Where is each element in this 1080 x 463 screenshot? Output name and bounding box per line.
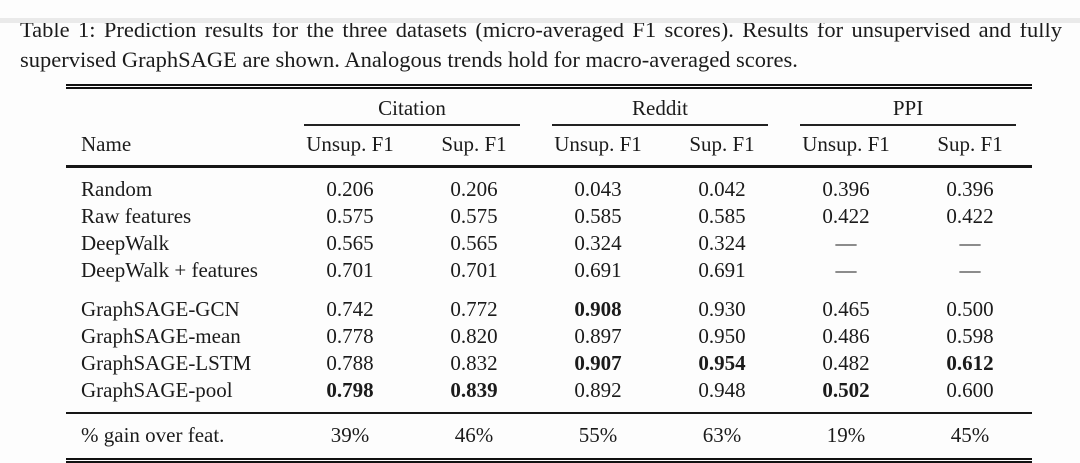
cell: — xyxy=(835,230,857,255)
page-edge-strip xyxy=(0,18,1080,23)
table-row: GraphSAGE-LSTM 0.788 0.832 0.907 0.954 0… xyxy=(66,350,1032,377)
cell: 0.930 xyxy=(698,296,746,321)
cell: 0.206 xyxy=(450,176,498,201)
row-name: GraphSAGE-pool xyxy=(81,377,233,402)
cell: 0.908 xyxy=(574,296,622,321)
row-name: Random xyxy=(81,176,153,201)
cell: 0.820 xyxy=(450,323,498,348)
cell: 0.482 xyxy=(822,350,870,375)
group-header-ppi: PPI xyxy=(784,86,1032,126)
cell: 0.892 xyxy=(574,377,622,402)
cell: 0.396 xyxy=(822,176,870,201)
cell: 0.502 xyxy=(822,377,870,402)
cell: 19% xyxy=(784,411,909,461)
row-name: GraphSAGE-mean xyxy=(81,323,241,348)
column-header: Sup. F1 xyxy=(412,125,537,168)
group-label: PPI xyxy=(800,96,1017,126)
cell: 0.832 xyxy=(450,350,498,375)
cell: 0.422 xyxy=(822,203,870,228)
row-name: % gain over feat. xyxy=(66,411,288,461)
row-name: GraphSAGE-GCN xyxy=(81,296,240,321)
cell: 46% xyxy=(412,411,537,461)
group-label: Reddit xyxy=(552,96,769,126)
cell: 0.565 xyxy=(450,230,498,255)
cell: — xyxy=(959,257,981,282)
row-name: GraphSAGE-LSTM xyxy=(81,350,252,375)
column-header: Unsup. F1 xyxy=(784,125,909,168)
cell: 0.585 xyxy=(574,203,622,228)
cell: 45% xyxy=(908,411,1033,461)
row-name: DeepWalk xyxy=(81,230,170,255)
cell: 0.422 xyxy=(946,203,994,228)
cell: 0.612 xyxy=(946,350,994,375)
gain-row: % gain over feat. 39% 46% 55% 63% 19% 45… xyxy=(66,411,1033,461)
table-row: GraphSAGE-GCN 0.742 0.772 0.908 0.930 0.… xyxy=(66,284,1032,323)
row-name: DeepWalk + features xyxy=(81,257,258,282)
cell: 0.585 xyxy=(698,203,746,228)
column-header: Sup. F1 xyxy=(908,125,1033,168)
group-label: Citation xyxy=(304,96,521,126)
cell: 0.839 xyxy=(450,377,498,402)
group-header-reddit: Reddit xyxy=(536,86,784,126)
cell: 63% xyxy=(660,411,785,461)
cell: 0.600 xyxy=(946,377,994,402)
table-row: DeepWalk + features 0.701 0.701 0.691 0.… xyxy=(66,257,1032,284)
table-caption: Table 1: Prediction results for the thre… xyxy=(20,17,1062,72)
cell: 0.396 xyxy=(946,176,994,201)
cell: 0.772 xyxy=(450,296,498,321)
column-header: Sup. F1 xyxy=(660,125,785,168)
table-row: Raw features 0.575 0.575 0.585 0.585 0.4… xyxy=(66,203,1032,230)
cell: 0.465 xyxy=(822,296,870,321)
results-table: Citation Reddit PPI Name Unsup. F1 Sup. … xyxy=(66,83,1033,463)
cell: — xyxy=(959,230,981,255)
cell: 0.042 xyxy=(698,176,746,201)
cell: 0.701 xyxy=(450,257,498,282)
table-row: GraphSAGE-pool 0.798 0.839 0.892 0.948 0… xyxy=(66,377,1032,413)
cell: — xyxy=(835,257,857,282)
row-name: Raw features xyxy=(81,203,192,228)
cell: 0.778 xyxy=(326,323,374,348)
cell: 0.598 xyxy=(946,323,994,348)
cell: 0.950 xyxy=(698,323,746,348)
column-header: Unsup. F1 xyxy=(536,125,661,168)
cell: 0.206 xyxy=(326,176,374,201)
cell: 0.575 xyxy=(450,203,498,228)
cell: 0.954 xyxy=(698,350,746,375)
cell: 55% xyxy=(536,411,661,461)
cell: 0.907 xyxy=(574,350,622,375)
cell: 0.043 xyxy=(574,176,622,201)
cell: 0.701 xyxy=(326,257,374,282)
cell: 0.575 xyxy=(326,203,374,228)
group-header-row: Citation Reddit PPI xyxy=(66,86,1032,126)
cell: 0.691 xyxy=(574,257,622,282)
cell: 0.324 xyxy=(698,230,746,255)
column-header: Unsup. F1 xyxy=(288,125,412,168)
cell: 0.742 xyxy=(326,296,374,321)
cell: 0.486 xyxy=(822,323,870,348)
cell: 0.324 xyxy=(574,230,622,255)
cell: 0.500 xyxy=(946,296,994,321)
table-row: DeepWalk 0.565 0.565 0.324 0.324 — — xyxy=(66,230,1032,257)
table-row: GraphSAGE-mean 0.778 0.820 0.897 0.950 0… xyxy=(66,323,1032,350)
column-header-name: Name xyxy=(66,125,288,168)
cell: 0.798 xyxy=(326,377,374,402)
cell: 0.691 xyxy=(698,257,746,282)
cell: 39% xyxy=(288,411,412,461)
column-header-row: Name Unsup. F1 Sup. F1 Unsup. F1 Sup. F1… xyxy=(66,125,1033,168)
table-row: Random 0.206 0.206 0.043 0.042 0.396 0.3… xyxy=(66,166,1032,203)
cell: 0.565 xyxy=(326,230,374,255)
group-header-citation: Citation xyxy=(288,86,536,126)
cell: 0.948 xyxy=(698,377,746,402)
group-header-spacer xyxy=(66,86,288,126)
cell: 0.788 xyxy=(326,350,374,375)
cell: 0.897 xyxy=(574,323,622,348)
